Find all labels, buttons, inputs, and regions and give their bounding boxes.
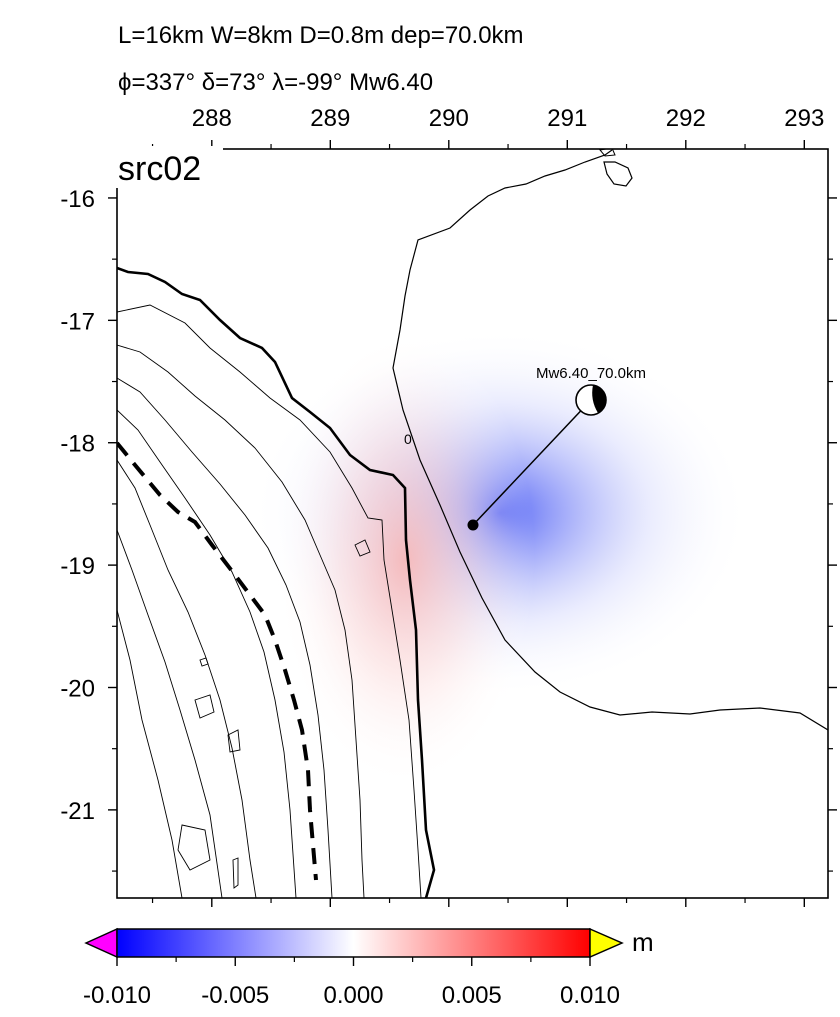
map-field bbox=[117, 149, 828, 898]
coastline-contour bbox=[117, 266, 436, 898]
lat-tick-label: -21 bbox=[60, 798, 95, 825]
header-line-2: ϕ=337° δ=73° λ=-99° Mw6.40 bbox=[118, 69, 433, 96]
colorbar-tick-label: -0.005 bbox=[201, 982, 269, 1009]
latitude-labels: -16 -17 -18 -19 -20 -21 bbox=[60, 186, 95, 825]
colorbar-tick-label: 0.000 bbox=[323, 982, 383, 1009]
uplift-field bbox=[275, 330, 535, 790]
lon-tick-label: 292 bbox=[666, 105, 706, 132]
lat-tick-label: -17 bbox=[60, 308, 95, 335]
bathymetry-contours bbox=[117, 304, 422, 898]
lat-tick-label: -16 bbox=[60, 186, 95, 213]
lon-tick-label: 289 bbox=[310, 105, 350, 132]
colorbar-tick-label: 0.010 bbox=[560, 982, 620, 1009]
lat-tick-label: -18 bbox=[60, 431, 95, 458]
lon-tick-label: 288 bbox=[192, 105, 232, 132]
beachball-label: Mw6.40_70.0km bbox=[536, 365, 646, 382]
colorbar-low-triangle bbox=[84, 927, 118, 959]
beachball-icon bbox=[575, 384, 607, 416]
colorbar-tick-label: -0.010 bbox=[83, 982, 151, 1009]
lat-tick-label: -19 bbox=[60, 553, 95, 580]
colorbar: m -0.010 -0.005 0.000 0.005 0.010 bbox=[83, 927, 654, 1009]
lon-tick-label: 291 bbox=[547, 105, 587, 132]
colorbar-unit: m bbox=[632, 927, 654, 957]
lat-tick-label: -20 bbox=[60, 675, 95, 702]
longitude-labels: 288 289 290 291 292 293 bbox=[192, 105, 825, 132]
colorbar-ticks: -0.010 -0.005 0.000 0.005 0.010 bbox=[83, 957, 620, 1009]
zero-contour bbox=[392, 149, 828, 731]
zero-contour-label: 0 bbox=[404, 431, 412, 447]
panel-label: src02 bbox=[118, 150, 201, 188]
panel-label-background bbox=[115, 146, 223, 188]
fault-epicenter-marker bbox=[467, 519, 479, 531]
source-mechanism: Mw6.40_70.0km bbox=[467, 365, 646, 531]
island-contour bbox=[603, 161, 633, 187]
source-link-line bbox=[472, 399, 592, 526]
trench-line bbox=[117, 441, 318, 881]
colorbar-tick-label: 0.005 bbox=[442, 982, 502, 1009]
lon-tick-label: 293 bbox=[784, 105, 824, 132]
colorbar-gradient bbox=[116, 928, 591, 958]
lon-tick-label: 290 bbox=[429, 105, 469, 132]
map-frame bbox=[116, 148, 829, 899]
colorbar-high-triangle bbox=[589, 927, 624, 959]
axis-ticks bbox=[108, 140, 837, 907]
header-line-1: L=16km W=8km D=0.8m dep=70.0km bbox=[118, 22, 524, 49]
